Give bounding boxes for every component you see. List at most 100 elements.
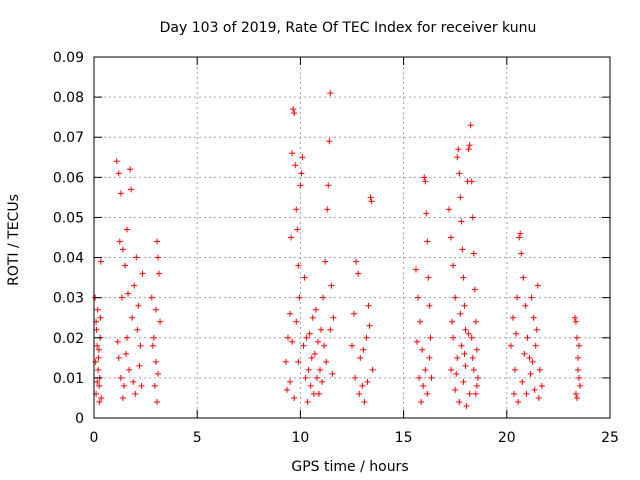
y-tick-label: 0.06 bbox=[53, 170, 84, 186]
data-point bbox=[351, 310, 358, 317]
data-point bbox=[427, 334, 434, 341]
data-point bbox=[454, 154, 461, 161]
data-point bbox=[121, 262, 128, 269]
data-point bbox=[282, 358, 289, 365]
data-point bbox=[457, 310, 464, 317]
data-point bbox=[367, 194, 374, 201]
data-point bbox=[117, 374, 124, 381]
y-tick-label: 0.03 bbox=[53, 291, 84, 307]
data-point bbox=[131, 282, 138, 289]
data-point bbox=[117, 190, 124, 197]
data-point bbox=[364, 378, 371, 385]
data-point bbox=[456, 398, 463, 405]
data-point bbox=[95, 366, 102, 373]
data-point bbox=[467, 122, 474, 129]
x-tick-label: 25 bbox=[601, 430, 619, 446]
data-point bbox=[321, 342, 328, 349]
data-point bbox=[295, 262, 302, 269]
data-point bbox=[318, 326, 325, 333]
data-point bbox=[424, 390, 431, 397]
data-point bbox=[462, 326, 469, 333]
data-point bbox=[573, 394, 580, 401]
data-point bbox=[139, 270, 146, 277]
data-point bbox=[524, 334, 531, 341]
data-point bbox=[470, 250, 477, 257]
data-point bbox=[320, 294, 327, 301]
data-point bbox=[531, 386, 538, 393]
data-point bbox=[138, 382, 145, 389]
data-point bbox=[125, 290, 132, 297]
y-tick-label: 0.09 bbox=[53, 50, 84, 66]
data-point bbox=[462, 362, 469, 369]
data-point bbox=[98, 394, 105, 401]
data-point bbox=[576, 342, 583, 349]
data-point bbox=[308, 354, 315, 361]
data-point bbox=[148, 294, 155, 301]
x-tick-label: 15 bbox=[395, 430, 413, 446]
data-point bbox=[473, 346, 480, 353]
data-point bbox=[455, 146, 462, 153]
data-point bbox=[302, 374, 309, 381]
data-point bbox=[329, 370, 336, 377]
data-point bbox=[461, 350, 468, 357]
axis-ticks: 0 0.01 0.02 0.03 0.04 0.05 0.06 0.07 0.08 0.09 0 5 1… bbox=[53, 50, 619, 446]
data-point bbox=[452, 386, 459, 393]
data-point bbox=[152, 358, 159, 365]
data-point bbox=[328, 282, 335, 289]
data-point bbox=[300, 342, 307, 349]
data-point bbox=[124, 226, 131, 233]
data-point bbox=[326, 138, 333, 145]
data-point bbox=[419, 346, 426, 353]
data-point bbox=[454, 354, 461, 361]
data-point bbox=[424, 238, 431, 245]
data-point bbox=[449, 318, 456, 325]
y-tick-label: 0.02 bbox=[53, 331, 84, 347]
x-tick-label: 5 bbox=[193, 430, 202, 446]
data-point bbox=[368, 198, 375, 205]
data-point bbox=[365, 302, 372, 309]
data-point bbox=[296, 294, 303, 301]
data-point bbox=[293, 206, 300, 213]
data-point bbox=[313, 374, 320, 381]
data-point bbox=[289, 338, 296, 345]
data-point bbox=[352, 374, 359, 381]
data-point bbox=[577, 382, 584, 389]
data-point bbox=[115, 354, 122, 361]
chart-title: Day 103 of 2019, Rate Of TEC Index for r… bbox=[160, 20, 537, 36]
data-point bbox=[527, 370, 534, 377]
data-point bbox=[414, 338, 421, 345]
data-point bbox=[324, 206, 331, 213]
data-point bbox=[530, 314, 537, 321]
data-point bbox=[456, 170, 463, 177]
data-point bbox=[417, 318, 424, 325]
data-point bbox=[312, 306, 319, 313]
data-point bbox=[515, 398, 522, 405]
data-point bbox=[319, 378, 326, 385]
data-point bbox=[317, 366, 324, 373]
data-point bbox=[307, 382, 314, 389]
y-tick-label: 0.01 bbox=[53, 371, 84, 387]
data-point bbox=[522, 302, 529, 309]
data-point bbox=[94, 342, 101, 349]
data-point bbox=[129, 314, 136, 321]
data-point bbox=[97, 258, 104, 265]
data-point bbox=[287, 378, 294, 385]
data-point bbox=[535, 394, 542, 401]
data-point bbox=[149, 342, 156, 349]
data-point bbox=[355, 270, 362, 277]
y-tick-label: 0.08 bbox=[53, 90, 84, 106]
data-point bbox=[423, 210, 430, 217]
data-point bbox=[94, 306, 101, 313]
data-point bbox=[327, 326, 334, 333]
data-point bbox=[466, 390, 473, 397]
data-point bbox=[311, 350, 318, 357]
data-point bbox=[285, 334, 292, 341]
data-point bbox=[94, 378, 101, 385]
data-point bbox=[468, 178, 475, 185]
y-tick-label: 0.05 bbox=[53, 210, 84, 226]
data-point bbox=[450, 334, 457, 341]
data-point bbox=[412, 266, 419, 273]
data-point bbox=[299, 154, 306, 161]
data-point bbox=[421, 174, 428, 181]
data-point bbox=[124, 334, 131, 341]
